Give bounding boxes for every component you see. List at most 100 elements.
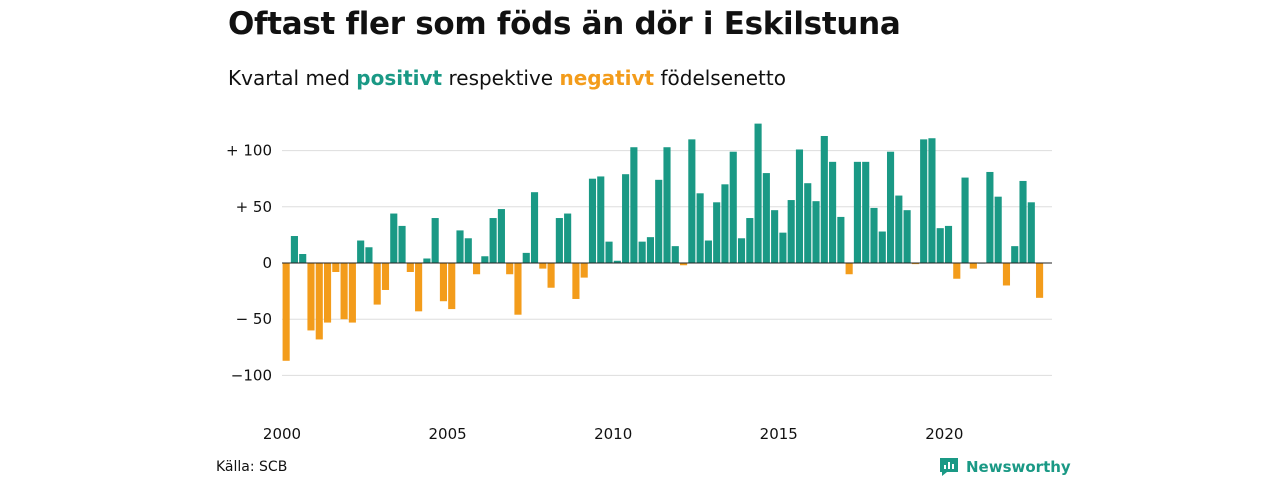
bar (688, 139, 696, 263)
bar (630, 147, 638, 263)
bar (936, 228, 944, 263)
bar (398, 225, 406, 263)
bar (696, 193, 704, 263)
bar (920, 139, 928, 263)
y-tick-label: + 100 (226, 142, 272, 160)
bar (862, 161, 870, 263)
bar (804, 183, 812, 263)
bar (903, 210, 911, 263)
x-tick-label: 2020 (925, 425, 963, 443)
y-tick-label: −100 (231, 366, 272, 384)
bar (555, 218, 563, 263)
bar (431, 218, 439, 263)
bar (646, 237, 654, 263)
subtitle-negative-word: negativt (559, 66, 655, 90)
chart-subtitle: Kvartal med positivt respektive negativt… (228, 66, 786, 90)
bar (506, 263, 514, 275)
bar (340, 263, 348, 320)
bar (381, 263, 390, 290)
bar (448, 263, 456, 310)
bar (390, 213, 398, 263)
bar (953, 263, 961, 279)
bar (729, 151, 737, 263)
bar (622, 174, 630, 263)
bar (522, 252, 530, 263)
source-note: Källa: SCB (216, 459, 288, 475)
bar (489, 218, 497, 263)
bar (588, 178, 597, 263)
bar (415, 263, 423, 312)
y-tick-label: 0 (262, 254, 272, 272)
bar (845, 263, 853, 275)
bar (290, 236, 298, 263)
x-tick-label: 2010 (594, 425, 632, 443)
bar (373, 263, 381, 305)
bar (671, 246, 679, 263)
bar (779, 232, 787, 263)
subtitle-middle: respektive (442, 66, 560, 90)
bar (820, 135, 828, 263)
bar (572, 263, 580, 299)
bar (315, 263, 323, 340)
x-tick-label: 2000 (263, 425, 301, 443)
bar (795, 149, 804, 263)
bar (944, 225, 953, 263)
bar (613, 260, 621, 263)
bar (771, 210, 779, 263)
bar (737, 238, 746, 263)
subtitle-suffix: födelsenetto (654, 66, 786, 90)
bar (323, 263, 332, 323)
bar (514, 263, 522, 315)
bar (1036, 263, 1044, 298)
bar (530, 192, 539, 263)
bar (580, 263, 588, 278)
bar (1027, 202, 1035, 263)
bar (1019, 180, 1027, 263)
bar (986, 171, 994, 263)
bar (762, 173, 770, 263)
bar (928, 138, 936, 263)
bar (713, 202, 721, 263)
bar (423, 258, 431, 263)
bar (787, 200, 795, 263)
bar (605, 241, 613, 263)
bar (497, 209, 505, 263)
bar (663, 147, 671, 263)
bar (439, 263, 448, 302)
bar (282, 263, 290, 361)
bar (969, 263, 977, 269)
bar (812, 201, 820, 263)
bar (754, 123, 762, 264)
bar (406, 263, 414, 272)
bar (597, 176, 605, 263)
bar (464, 238, 472, 263)
bar (961, 177, 969, 263)
bar (704, 240, 712, 263)
brand-name: Newsworthy (966, 458, 1071, 476)
subtitle-prefix: Kvartal med (228, 66, 357, 90)
bar (332, 263, 340, 272)
bar (655, 179, 663, 263)
brand: Newsworthy (938, 456, 1071, 478)
bar (911, 263, 919, 265)
bar (870, 207, 878, 263)
bar (299, 254, 307, 263)
bar (307, 263, 315, 331)
bar (837, 216, 845, 263)
bar (473, 263, 481, 275)
bars (282, 123, 1044, 361)
bar (853, 161, 861, 263)
bar (357, 240, 365, 263)
bar (638, 241, 646, 263)
bar (547, 263, 555, 288)
x-axis-ticks: 2000 2005 2010 2015 2020 (263, 425, 964, 443)
bar (878, 231, 886, 263)
bar (564, 213, 572, 263)
bar (1002, 263, 1011, 286)
bar (539, 263, 547, 269)
bar (680, 263, 688, 266)
y-axis-ticks: + 100 + 50 0 − 50 −100 (226, 142, 272, 385)
bar (481, 256, 489, 263)
subtitle-positive-word: positivt (356, 66, 443, 90)
x-tick-label: 2015 (760, 425, 798, 443)
